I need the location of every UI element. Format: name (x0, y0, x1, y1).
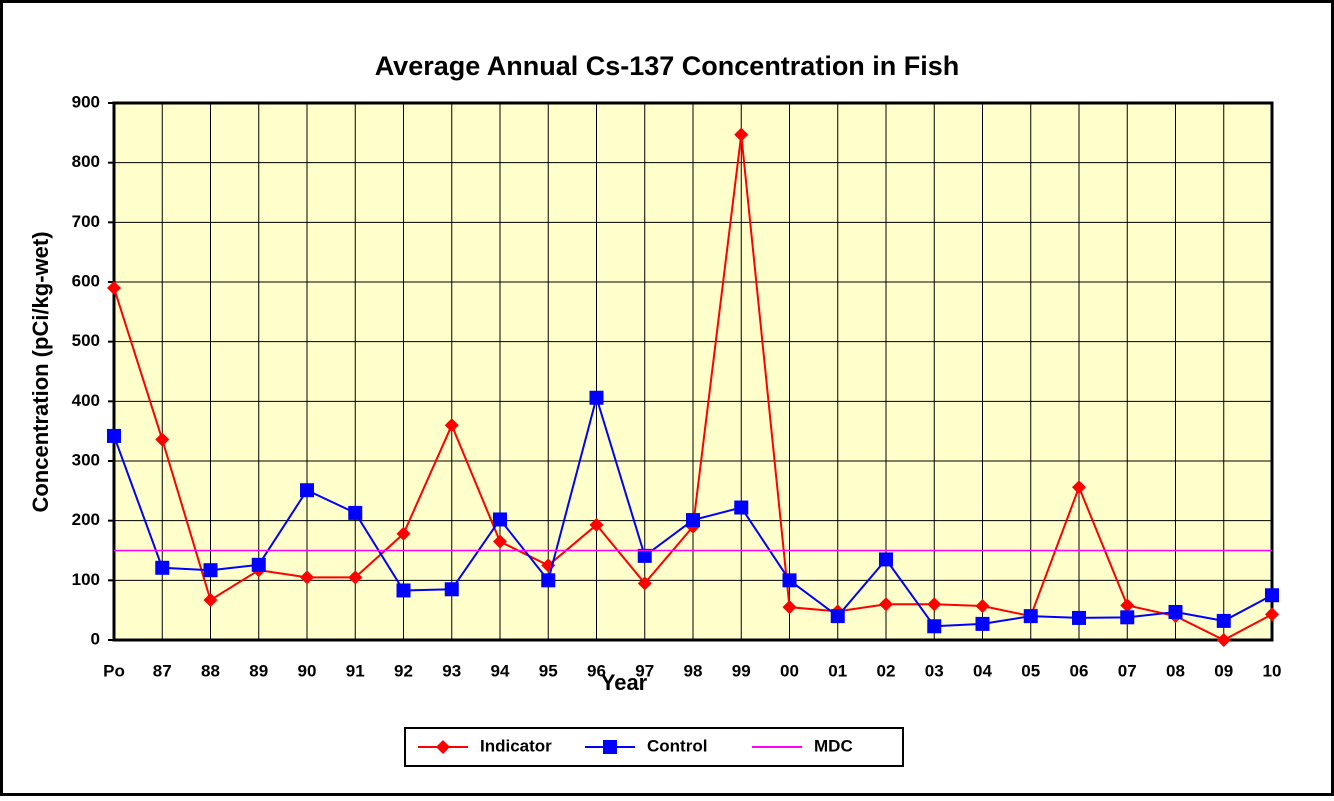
marker (444, 582, 459, 597)
x-tick-label: 06 (1070, 661, 1089, 680)
marker (1265, 607, 1279, 622)
marker (734, 127, 749, 142)
x-tick-label: Po (103, 661, 125, 680)
marker (879, 552, 893, 567)
legend-box (404, 727, 904, 767)
marker (1216, 613, 1231, 628)
marker (830, 609, 845, 624)
marker (348, 505, 363, 520)
marker (1023, 609, 1038, 624)
legend-label: Control (647, 736, 707, 755)
marker (637, 576, 652, 591)
marker (782, 573, 797, 588)
x-axis-label: Year (601, 670, 648, 695)
x-tick-label: 95 (539, 661, 558, 680)
x-tick-label: 01 (828, 661, 847, 680)
marker (734, 500, 749, 515)
x-tick-label: 87 (153, 661, 172, 680)
y-tick-label: 100 (72, 570, 100, 589)
x-tick-label: 99 (732, 661, 751, 680)
x-tick-label: 02 (877, 661, 896, 680)
x-tick-label: 04 (973, 661, 992, 680)
x-tick-label: 00 (780, 661, 799, 680)
marker (436, 740, 450, 754)
marker (1265, 588, 1279, 603)
x-tick-label: 91 (346, 661, 365, 680)
marker (589, 390, 604, 405)
y-tick-label: 0 (91, 629, 100, 648)
marker (686, 513, 700, 528)
marker (927, 597, 942, 612)
marker (348, 570, 363, 585)
x-tick-label: 10 (1263, 661, 1282, 680)
marker (107, 280, 121, 295)
marker (493, 534, 507, 549)
marker (1072, 480, 1086, 495)
marker (975, 598, 990, 613)
x-tick-label: 07 (1118, 661, 1137, 680)
chart-title: Average Annual Cs-137 Concentration in F… (375, 51, 960, 81)
x-tick-label: 92 (394, 661, 413, 680)
x-tick-label: 90 (298, 661, 317, 680)
x-tick-label: 88 (201, 661, 220, 680)
marker (396, 526, 411, 541)
marker (1120, 598, 1135, 613)
y-tick-label: 600 (72, 271, 100, 290)
y-tick-label: 800 (72, 152, 100, 171)
x-tick-label: 09 (1214, 661, 1233, 680)
x-tick-label: 93 (442, 661, 461, 680)
marker (203, 593, 218, 608)
y-tick-label: 300 (72, 450, 100, 469)
marker (782, 600, 797, 615)
x-tick-label: 98 (684, 661, 703, 680)
x-tick-label: 03 (925, 661, 944, 680)
plot-frame (112, 101, 1274, 642)
marker (927, 619, 942, 634)
marker (493, 512, 507, 527)
marker (879, 597, 893, 612)
marker (444, 418, 459, 433)
marker (589, 517, 604, 532)
y-axis-label: Concentration (pCi/kg-wet) (28, 231, 53, 512)
marker (1120, 610, 1135, 625)
y-tick-label: 500 (72, 331, 100, 350)
x-tick-label: 94 (491, 661, 510, 680)
marker (1216, 633, 1231, 647)
x-tick-label: 89 (249, 661, 268, 680)
marker (155, 560, 170, 575)
marker (1072, 610, 1086, 625)
marker (1168, 604, 1183, 619)
x-tick-label: 05 (1021, 661, 1040, 680)
marker (300, 483, 314, 498)
marker (603, 740, 617, 754)
legend-label: MDC (814, 736, 853, 755)
x-tick-label: 08 (1166, 661, 1185, 680)
x-tick-label: 97 (635, 661, 654, 680)
marker (396, 583, 411, 598)
marker (300, 570, 314, 585)
y-tick-label: 400 (72, 391, 100, 410)
y-tick-label: 700 (72, 212, 100, 231)
legend-label: Indicator (480, 736, 552, 755)
marker (155, 432, 170, 447)
marker (637, 548, 652, 563)
y-tick-label: 200 (72, 510, 100, 529)
marker (251, 557, 266, 572)
x-tick-label: 96 (587, 661, 606, 680)
marker (541, 573, 556, 588)
y-tick-label: 900 (72, 92, 100, 111)
marker (975, 616, 990, 631)
marker (107, 428, 121, 443)
marker (203, 563, 218, 578)
